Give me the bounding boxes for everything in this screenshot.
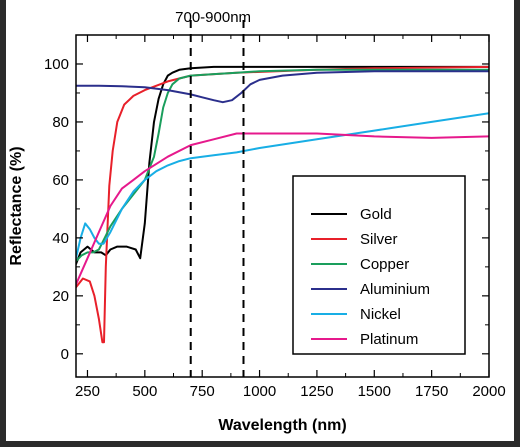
x-tick-label: 250 [75,383,100,400]
x-tick-label: 500 [132,383,157,400]
annotation-layer: 700-900nm [175,9,251,377]
x-tick-label: 2000 [472,383,505,400]
series-line-platinum [76,132,489,286]
y-tick-label: 40 [52,230,69,247]
series-line-gold [76,65,489,265]
x-tick-label: 1000 [243,383,276,400]
legend-label-copper: Copper [360,256,409,273]
annotation-label: 700-900nm [175,9,251,26]
y-axis-title: Reflectance (%) [8,146,25,265]
chart-frame: 700-900nm 250 500 750 1000 1250 1500 1750 2000 … [6,0,514,441]
y-tick-label: 80 [52,114,69,131]
legend-label-nickel: Nickel [360,306,401,323]
x-tick-label: 750 [190,383,215,400]
y-tick-label: 20 [52,288,69,305]
series-line-nickel [76,112,489,260]
y-tick-label: 0 [61,346,69,363]
x-tick-label: 1500 [358,383,391,400]
y-axis: 0 20 40 60 80 100 [44,56,489,363]
x-tick-label: 1250 [300,383,333,400]
x-axis: 250 500 750 1000 1250 1500 1750 2000 [75,35,506,400]
plot-area [75,34,490,378]
legend-label-gold: Gold [360,206,392,223]
x-axis-title: Wavelength (nm) [218,417,346,434]
y-tick-label: 60 [52,172,69,189]
y-tick-label: 100 [44,56,69,73]
x-tick-label: 1750 [415,383,448,400]
legend-label-silver: Silver [360,231,398,248]
curves-layer [76,65,489,344]
legend: Gold Silver Copper Aluminium Nickel Platinum [292,175,466,355]
series-line-aluminium [76,70,489,104]
series-line-copper [76,68,489,263]
legend-label-aluminium: Aluminium [360,281,430,298]
legend-label-platinum: Platinum [360,331,418,348]
reflectance-chart: 700-900nm 250 500 750 1000 1250 1500 1750 2000 … [8,9,506,434]
